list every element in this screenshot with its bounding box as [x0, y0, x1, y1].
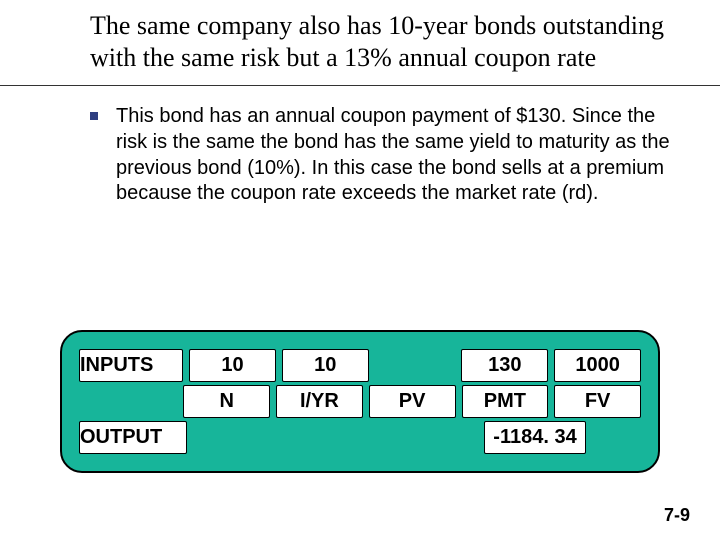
- col-fv: FV: [554, 385, 641, 418]
- input-value-pmt: 130: [461, 349, 548, 382]
- inputs-label: INPUTS: [79, 349, 183, 382]
- column-headers-row: N I/YR PV PMT FV: [76, 385, 644, 418]
- bullet-item: This bond has an annual coupon payment o…: [90, 104, 680, 206]
- col-iyr: I/YR: [276, 385, 363, 418]
- col-n: N: [183, 385, 270, 418]
- output-value: -1184. 34: [484, 421, 586, 454]
- inputs-values-row: INPUTS 10 10 130 1000: [76, 349, 644, 382]
- body-paragraph: This bond has an annual coupon payment o…: [116, 104, 680, 206]
- slide-title-area: The same company also has 10-year bonds …: [0, 0, 720, 86]
- output-label: OUTPUT: [79, 421, 187, 454]
- calculator-panel: INPUTS 10 10 130 1000 N I/YR PV PMT FV O…: [60, 330, 660, 473]
- slide-body-area: This bond has an annual coupon payment o…: [0, 86, 720, 206]
- input-value-iyr: 10: [282, 349, 369, 382]
- col-pv: PV: [369, 385, 456, 418]
- calculator-panel-wrap: INPUTS 10 10 130 1000 N I/YR PV PMT FV O…: [60, 330, 660, 473]
- square-bullet-icon: [90, 112, 98, 120]
- input-value-fv: 1000: [554, 349, 641, 382]
- page-number: 7-9: [664, 505, 690, 526]
- col-pmt: PMT: [462, 385, 549, 418]
- slide-title: The same company also has 10-year bonds …: [90, 10, 680, 73]
- input-value-n: 10: [189, 349, 276, 382]
- output-row: OUTPUT -1184. 34: [76, 421, 644, 454]
